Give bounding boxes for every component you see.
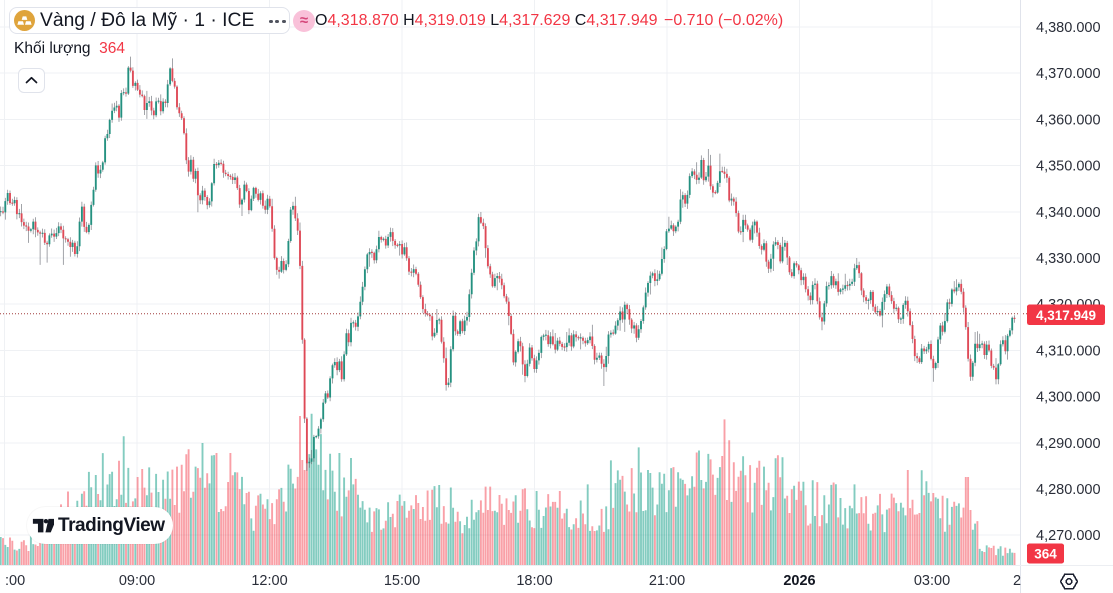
svg-text:12:00: 12:00 [251, 573, 287, 589]
svg-text:4,290.000: 4,290.000 [1036, 436, 1101, 452]
svg-text:4,317.949: 4,317.949 [1036, 308, 1096, 323]
svg-text:4,370.000: 4,370.000 [1036, 66, 1101, 82]
svg-text:4,280.000: 4,280.000 [1036, 482, 1101, 498]
svg-text:4,380.000: 4,380.000 [1036, 20, 1101, 36]
svg-text:15:00: 15:00 [384, 573, 420, 589]
svg-text:4,360.000: 4,360.000 [1036, 112, 1101, 128]
svg-text:09:00: 09:00 [119, 573, 155, 589]
svg-text:4,270.000: 4,270.000 [1036, 528, 1101, 544]
svg-text:4,310.000: 4,310.000 [1036, 343, 1101, 359]
svg-text:03:00: 03:00 [914, 573, 950, 589]
svg-text:18:00: 18:00 [516, 573, 552, 589]
svg-text:4,330.000: 4,330.000 [1036, 251, 1101, 267]
svg-text:364: 364 [1034, 547, 1057, 562]
svg-text:2026: 2026 [783, 573, 815, 589]
svg-text:4,300.000: 4,300.000 [1036, 390, 1101, 406]
svg-text::00: :00 [5, 573, 25, 589]
svg-text:4,350.000: 4,350.000 [1036, 159, 1101, 175]
svg-text:4,340.000: 4,340.000 [1036, 205, 1101, 221]
svg-text:21:00: 21:00 [649, 573, 685, 589]
svg-text:2: 2 [1013, 573, 1021, 589]
